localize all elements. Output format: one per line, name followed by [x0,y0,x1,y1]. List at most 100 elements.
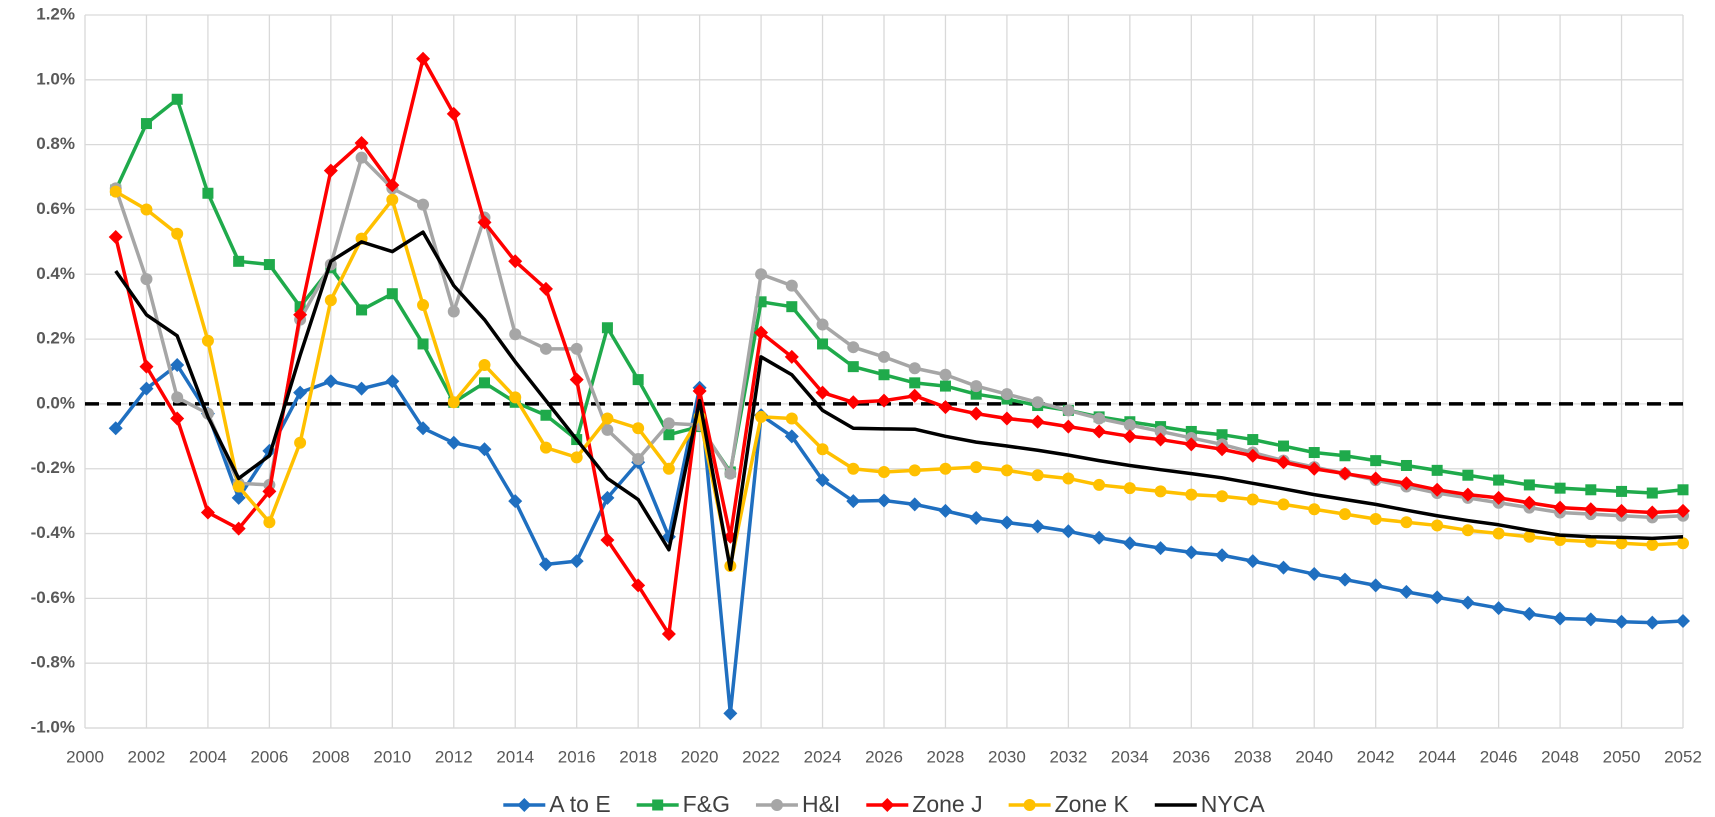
x-tick-label: 2008 [312,747,350,766]
marker [1676,614,1690,629]
marker [139,381,154,396]
marker [1184,437,1199,452]
marker [140,118,152,130]
marker [1123,418,1136,431]
marker [293,385,308,400]
marker [385,374,400,389]
marker [108,230,123,245]
series-line [114,190,1684,568]
marker [1615,537,1628,550]
marker [692,383,707,398]
x-tick-label: 2040 [1295,747,1333,766]
marker [1399,476,1414,491]
y-tick-label: 0.6% [36,199,75,218]
marker [1185,425,1197,437]
marker [446,106,461,121]
marker [1369,512,1382,525]
marker [786,301,798,313]
marker [1307,461,1322,476]
marker [1246,493,1259,506]
marker [1308,503,1321,516]
marker [201,334,214,347]
marker [171,227,184,240]
marker [1677,537,1689,550]
marker [880,798,895,812]
y-tick-label: 0.0% [36,393,75,412]
x-tick-label: 2016 [558,747,596,766]
series-line [114,97,1684,495]
marker [1062,472,1075,485]
marker [1216,490,1229,503]
legend-label: F&G [683,791,730,817]
marker [1583,502,1598,517]
y-tick-label: -1.0% [31,717,75,736]
marker [140,273,153,286]
marker [323,374,338,389]
marker [1337,466,1352,481]
legend-item: Zone J [866,791,983,817]
y-tick-label: -0.2% [31,458,75,477]
marker [539,441,552,454]
marker [1030,519,1045,534]
marker [1338,508,1351,521]
y-tick-label: 0.8% [36,134,75,153]
marker [570,342,583,355]
y-tick-label: 0.4% [36,264,75,283]
x-tick-label: 2024 [804,747,842,766]
marker [877,393,891,408]
x-tick-label: 2052 [1664,747,1702,766]
marker [663,429,675,441]
marker [323,163,338,178]
marker [354,381,369,396]
marker [817,338,829,350]
marker [970,461,983,474]
marker [477,215,492,230]
marker [170,358,185,373]
marker [1276,455,1291,470]
legend-item: Zone K [1008,791,1129,817]
x-tick-label: 2014 [496,747,534,766]
marker [1337,572,1352,587]
marker [1247,434,1259,446]
marker [816,443,829,456]
marker [1645,615,1660,630]
x-tick-label: 2010 [373,747,411,766]
marker [600,490,615,505]
marker [1522,495,1537,510]
marker [1245,554,1260,569]
marker [1184,545,1199,560]
marker [816,318,829,331]
marker [938,503,953,518]
marker [661,627,676,642]
marker [847,361,859,373]
marker [355,151,368,164]
marker [1277,498,1290,511]
marker [877,493,891,508]
marker [1431,519,1444,532]
x-tick-label: 2046 [1480,747,1518,766]
legend-item: H&I [755,791,840,817]
marker [724,467,737,480]
marker [1062,404,1075,417]
marker [1492,527,1505,540]
y-tick-label: -0.8% [31,653,75,672]
marker [324,294,337,307]
marker [999,515,1014,530]
marker [263,516,276,529]
marker [969,406,984,421]
marker [1553,500,1568,515]
legend-label: H&I [802,791,840,817]
marker [601,423,614,436]
marker [508,254,523,269]
marker [386,193,399,206]
legend: A to E F&G H&I Zone J Zone K NYCA [503,791,1265,817]
marker [1491,490,1506,505]
marker [447,305,460,318]
marker [815,385,830,400]
marker [662,417,675,430]
marker [1153,432,1168,447]
series [114,230,1684,571]
marker [878,369,890,381]
marker [109,185,122,198]
